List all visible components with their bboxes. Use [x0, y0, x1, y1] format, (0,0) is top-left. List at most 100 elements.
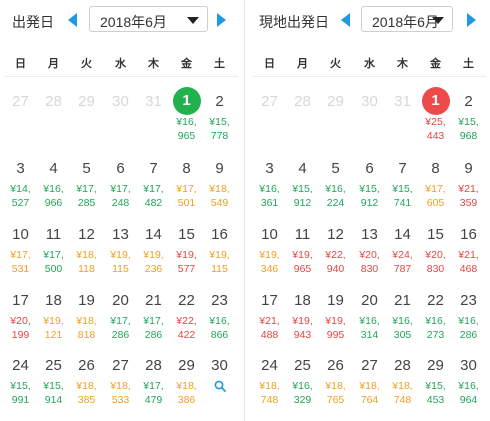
date-cell[interactable]: 10 ¥19, 346 [253, 221, 286, 287]
date-cell[interactable]: 25 ¥15, 914 [37, 352, 70, 418]
month-select-value: 2018年6月 [100, 14, 167, 30]
header-divider [5, 76, 238, 77]
fare-price-lower: 286 [111, 329, 130, 341]
date-cell[interactable]: 28 ¥18, 748 [386, 352, 419, 418]
date-cell[interactable]: 22 ¥16, 273 [419, 287, 452, 353]
fare-price-lower: 468 [459, 263, 478, 275]
date-cell[interactable]: 29 ¥18, 386 [170, 352, 203, 418]
date-cell[interactable]: 30 [203, 352, 236, 418]
date-cell[interactable]: 8 ¥17, 605 [419, 155, 452, 221]
date-cell[interactable]: 1 ¥16, 965 [170, 87, 203, 154]
date-cell[interactable]: 21 ¥17, 286 [137, 287, 170, 353]
date-cell[interactable]: 13 ¥20, 830 [353, 221, 386, 287]
prev-month-button[interactable] [341, 13, 350, 27]
weekday-label: 土 [463, 58, 474, 70]
date-cell[interactable]: 28 ¥17, 479 [137, 352, 170, 418]
date-cell[interactable]: 15 ¥20, 830 [419, 221, 452, 287]
date-cell[interactable]: 20 ¥16, 314 [353, 287, 386, 353]
fare-price: ¥16, 866 [203, 314, 236, 342]
date-cell[interactable]: 27 ¥18, 764 [353, 352, 386, 418]
date-cell[interactable]: 11 ¥19, 965 [286, 221, 319, 287]
date-cell[interactable]: 19 ¥19, 995 [319, 287, 352, 353]
date-cell[interactable]: 8 ¥17, 501 [170, 155, 203, 221]
date-cell[interactable]: 12 ¥22, 940 [319, 221, 352, 287]
next-month-button[interactable] [467, 13, 476, 27]
date-cell[interactable]: 30 ¥16, 964 [452, 352, 485, 418]
date-cell[interactable]: 9 ¥18, 549 [203, 155, 236, 221]
date-cell[interactable]: 3 ¥16, 361 [253, 155, 286, 221]
day-number: 18 [294, 292, 311, 309]
fare-price-lower: 995 [326, 329, 345, 341]
date-cell[interactable]: 17 ¥20, 199 [4, 287, 37, 353]
fare-price-lower: 286 [459, 329, 478, 341]
month-select[interactable]: 2018年6月 [361, 6, 453, 32]
fare-price-upper: ¥17, [176, 183, 197, 195]
date-cell[interactable]: 21 ¥16, 305 [386, 287, 419, 353]
selected-day-badge: 1 [172, 87, 201, 115]
date-cell[interactable]: 24 ¥18, 748 [253, 352, 286, 418]
date-cell[interactable]: 18 ¥19, 943 [286, 287, 319, 353]
date-cell[interactable]: 9 ¥21, 359 [452, 155, 485, 221]
date-cell[interactable]: 23 ¥16, 866 [203, 287, 236, 353]
date-cell[interactable]: 29 ¥15, 453 [419, 352, 452, 418]
date-cell[interactable]: 19 ¥18, 818 [70, 287, 103, 353]
date-cell[interactable]: 26 ¥18, 385 [70, 352, 103, 418]
day-number: 15 [178, 226, 195, 243]
date-cell: 30 [353, 88, 386, 154]
date-cell[interactable]: 20 ¥17, 286 [104, 287, 137, 353]
fare-price: ¥18, 765 [319, 379, 352, 407]
search-icon[interactable] [214, 380, 226, 392]
date-cell[interactable]: 3 ¥14, 527 [4, 155, 37, 221]
day-number: 30 [361, 93, 378, 110]
fare-price-upper: ¥18, [259, 380, 280, 392]
date-cell[interactable]: 27 ¥18, 533 [104, 352, 137, 418]
fare-price-lower: 286 [144, 329, 163, 341]
date-cell[interactable]: 10 ¥17, 531 [4, 221, 37, 287]
date-cell[interactable]: 7 ¥15, 741 [386, 155, 419, 221]
day-number: 27 [361, 357, 378, 374]
day-number: 6 [365, 160, 374, 177]
date-cell[interactable]: 16 ¥21, 468 [452, 221, 485, 287]
fare-price-lower: 385 [77, 394, 96, 406]
date-cell[interactable]: 7 ¥17, 482 [137, 155, 170, 221]
day-number: 24 [12, 357, 29, 374]
fare-price: ¥22, 940 [319, 248, 352, 276]
fare-price-upper: ¥17, [425, 183, 446, 195]
date-cell[interactable]: 6 ¥15, 912 [353, 155, 386, 221]
date-cell[interactable]: 12 ¥18, 118 [70, 221, 103, 287]
fare-price: ¥24, 787 [386, 248, 419, 276]
fare-price: ¥19, 943 [286, 314, 319, 342]
date-cell[interactable]: 2 ¥15, 968 [452, 88, 485, 154]
date-cell[interactable]: 1 ¥25, 443 [419, 87, 452, 154]
prev-month-button[interactable] [68, 13, 77, 27]
fare-price: ¥15, 991 [4, 379, 37, 407]
date-cell[interactable]: 4 ¥15, 912 [286, 155, 319, 221]
date-cell[interactable]: 25 ¥16, 329 [286, 352, 319, 418]
fare-price-upper: ¥15, [425, 380, 446, 392]
fare-price-upper: ¥18, [76, 249, 97, 261]
date-cell[interactable]: 14 ¥24, 787 [386, 221, 419, 287]
next-month-button[interactable] [217, 13, 226, 27]
fare-price: ¥16, 329 [286, 379, 319, 407]
date-cell[interactable]: 6 ¥17, 248 [104, 155, 137, 221]
date-cell[interactable]: 17 ¥21, 488 [253, 287, 286, 353]
date-cell[interactable]: 4 ¥16, 966 [37, 155, 70, 221]
date-cell[interactable]: 26 ¥18, 765 [319, 352, 352, 418]
date-cell[interactable]: 15 ¥19, 577 [170, 221, 203, 287]
date-cell[interactable]: 11 ¥17, 500 [37, 221, 70, 287]
date-cell[interactable]: 22 ¥22, 422 [170, 287, 203, 353]
month-select[interactable]: 2018年6月 [89, 6, 208, 32]
fare-price-upper: ¥22, [325, 249, 346, 261]
date-cell[interactable]: 5 ¥16, 224 [319, 155, 352, 221]
date-cell[interactable]: 16 ¥19, 115 [203, 221, 236, 287]
date-cell[interactable]: 24 ¥15, 991 [4, 352, 37, 418]
day-number: 22 [178, 292, 195, 309]
date-cell[interactable]: 23 ¥16, 286 [452, 287, 485, 353]
date-cell[interactable]: 13 ¥19, 115 [104, 221, 137, 287]
fare-price-lower: 964 [459, 394, 478, 406]
fare-price-upper: ¥21, [458, 249, 479, 261]
date-cell[interactable]: 14 ¥19, 236 [137, 221, 170, 287]
date-cell[interactable]: 5 ¥17, 285 [70, 155, 103, 221]
date-cell[interactable]: 2 ¥15, 778 [203, 88, 236, 154]
date-cell[interactable]: 18 ¥19, 121 [37, 287, 70, 353]
